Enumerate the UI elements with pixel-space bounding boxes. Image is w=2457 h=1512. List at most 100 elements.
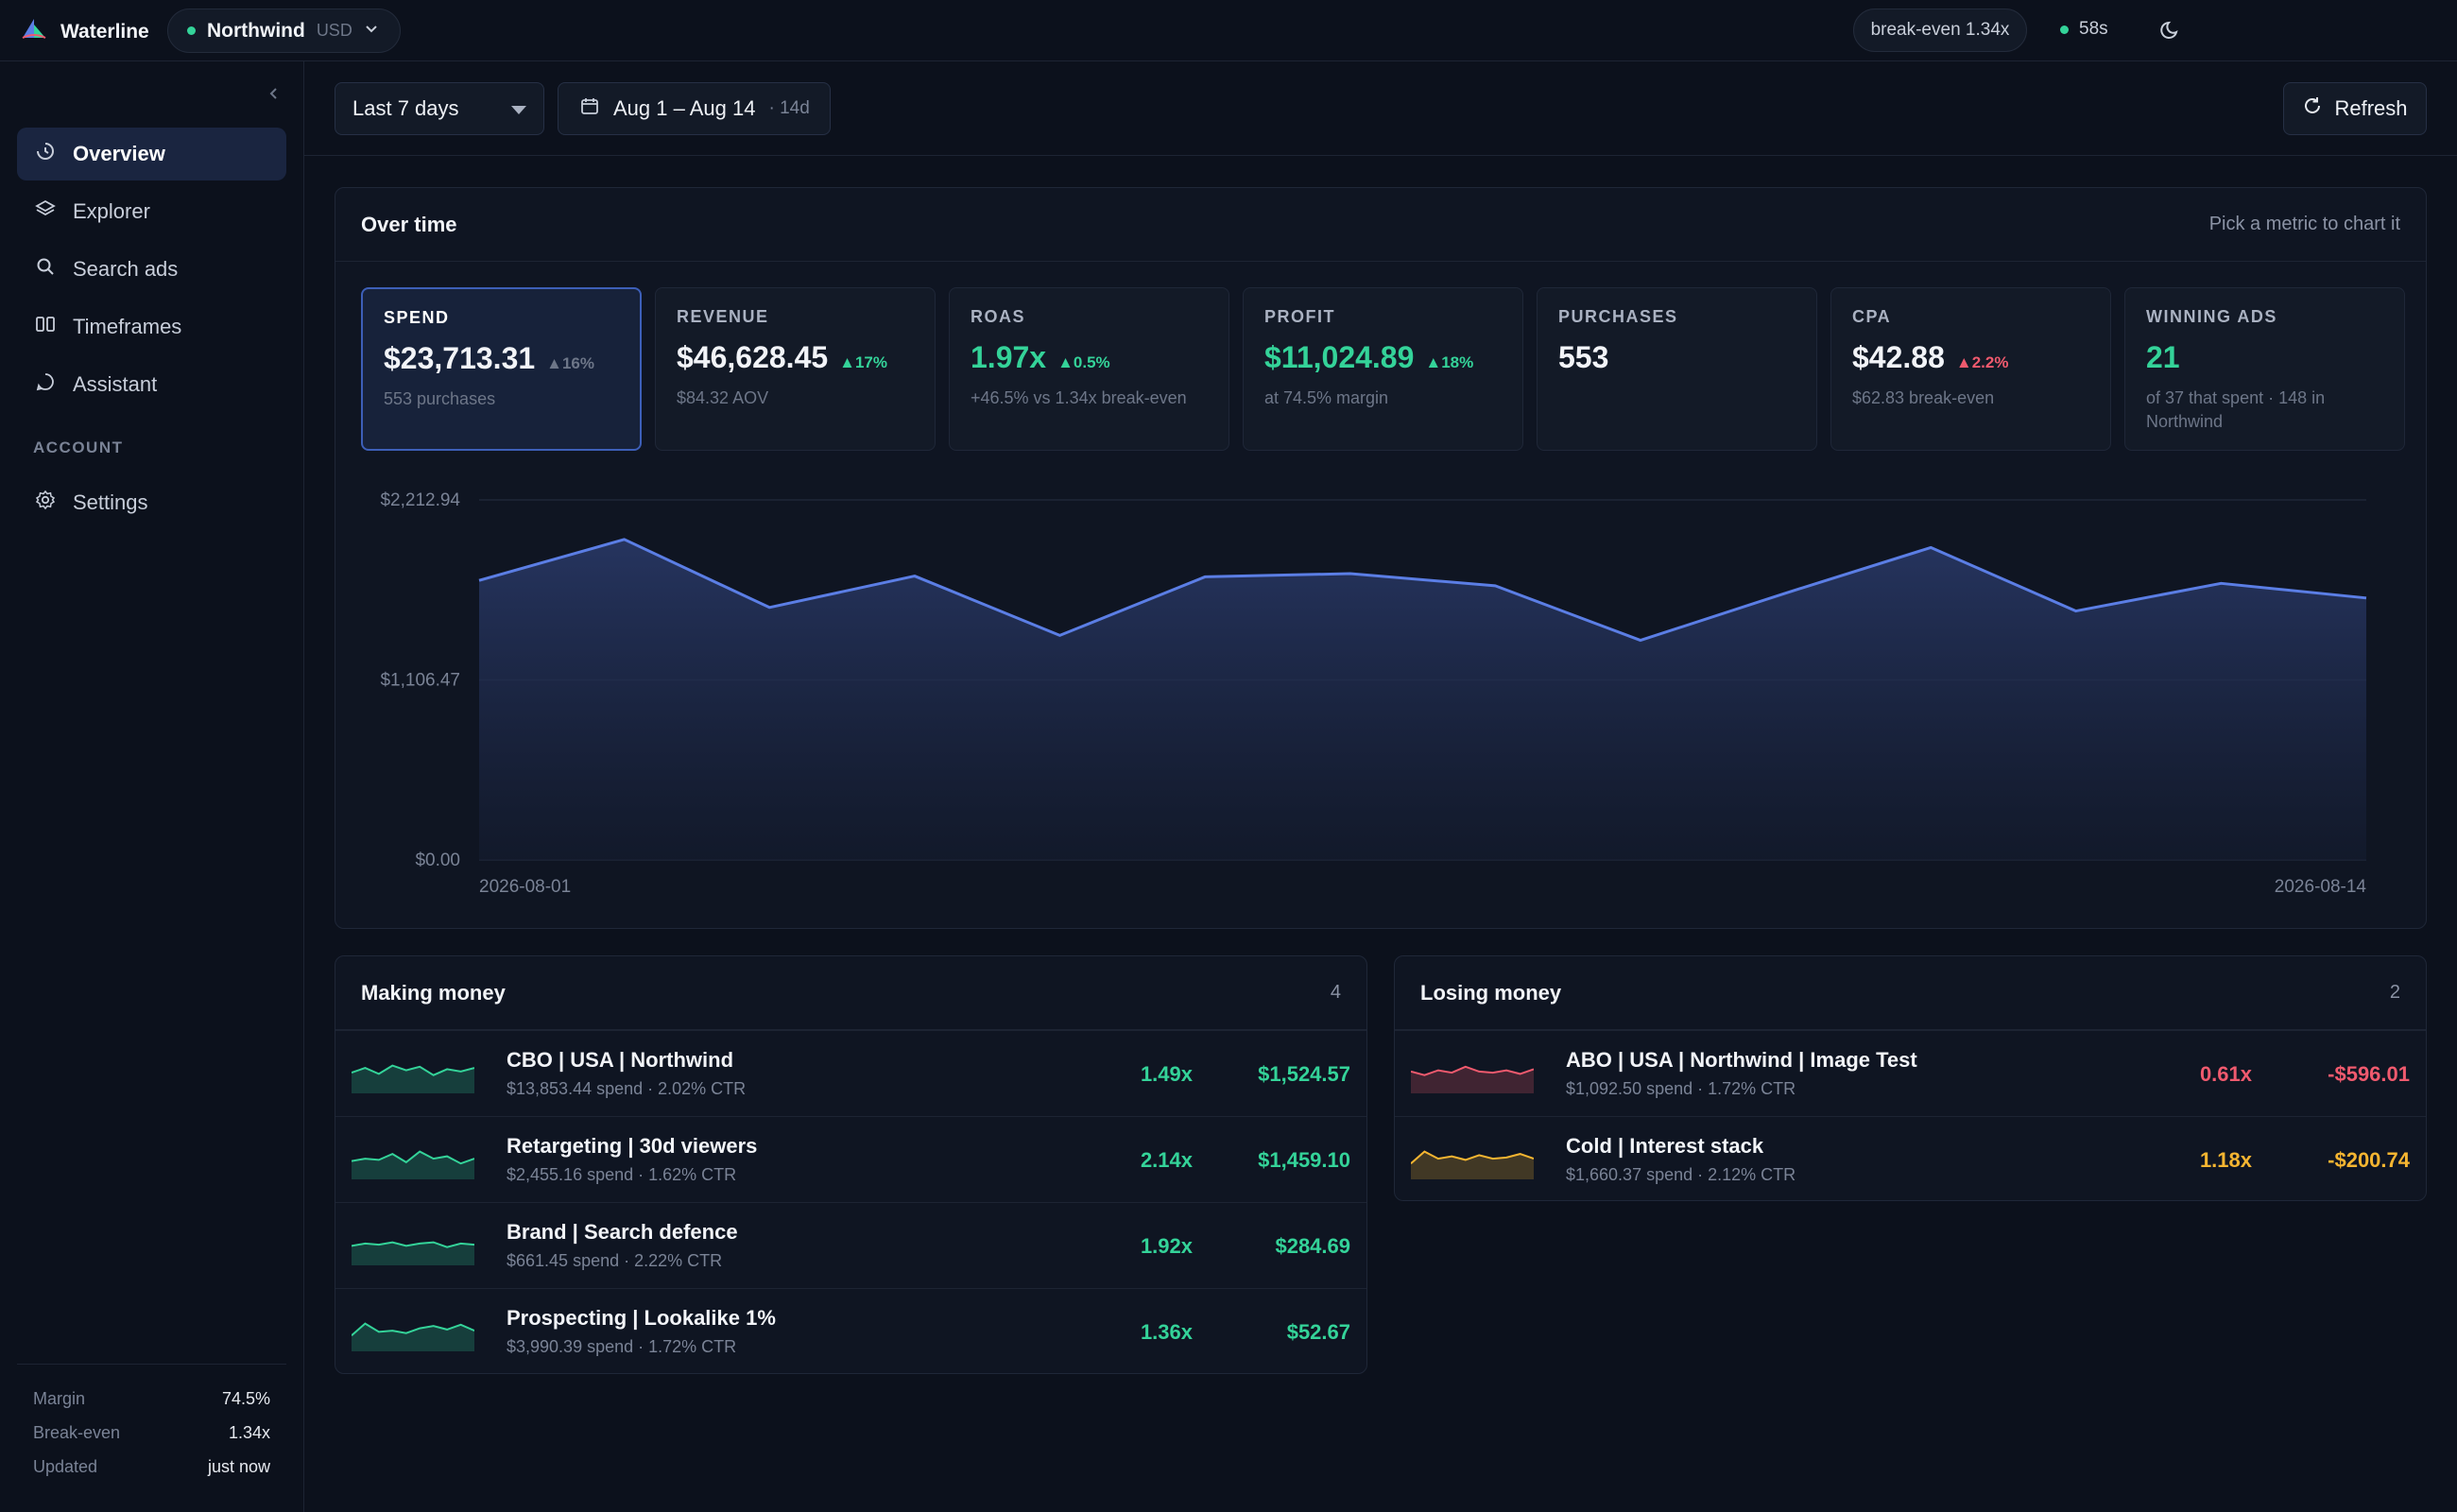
ad-subtext: $1,092.50 spend · 1.72% CTR <box>1566 1079 1796 1098</box>
metric-value-row: 1.97x ▲0.5% <box>971 340 1208 375</box>
x-tick-label: 2026-08-14 <box>2275 877 2367 897</box>
ad-roas: 2.14x <box>1140 1148 1193 1172</box>
metric-card-cpa[interactable]: CPA $42.88 ▲2.2% $62.83 break-even <box>1830 287 2111 451</box>
layers-icon <box>35 198 56 225</box>
refresh-button[interactable]: Refresh <box>2283 82 2427 135</box>
panel-hint: Pick a metric to chart it <box>2208 214 2400 234</box>
ad-row[interactable]: Prospecting | Lookalike 1% $3,990.39 spen… <box>335 1288 1366 1373</box>
sidebar-item-label: Overview <box>73 142 165 165</box>
metric-label: SPEND <box>384 308 450 327</box>
refresh-timer: 58s <box>2060 19 2108 40</box>
ad-row[interactable]: Cold | Interest stack $1,660.37 spend · 2… <box>1395 1116 2426 1201</box>
ad-profit: -$596.01 <box>2328 1062 2410 1086</box>
refresh-icon <box>2302 95 2323 122</box>
ad-profit: $284.69 <box>1275 1234 1350 1258</box>
ad-profit: $1,524.57 <box>1258 1062 1350 1086</box>
over-time-header: Over time Pick a metric to chart it <box>335 188 2426 262</box>
ad-roas: 1.92x <box>1140 1234 1193 1258</box>
search-icon <box>35 256 56 283</box>
workspace-currency: USD <box>316 21 352 40</box>
sidebar-item-assistant[interactable]: Assistant <box>17 358 286 411</box>
metric-label: PURCHASES <box>1558 307 1678 326</box>
metric-card-roas[interactable]: ROAS 1.97x ▲0.5% +46.5% vs 1.34x break-even <box>949 287 1229 451</box>
workspace-status-dot <box>187 26 196 35</box>
metric-delta: ▲16% <box>546 354 595 372</box>
metric-subtext: of 37 that spent · 148 in Northwind <box>2146 388 2326 431</box>
ad-profit: $1,459.10 <box>1258 1148 1350 1172</box>
losing-money-panel: Losing money 2 ABO | USA | Northwind | I… <box>1394 955 2427 1201</box>
making-money-header: Making money 4 <box>335 956 1366 1030</box>
metric-card-purchases[interactable]: PURCHASES 553 <box>1537 287 1817 451</box>
ad-row[interactable]: Brand | Search defence $661.45 spend · 2.… <box>335 1202 1366 1287</box>
live-dot <box>2060 25 2069 34</box>
metric-card-profit[interactable]: PROFIT $11,024.89 ▲18% at 74.5% margin <box>1243 287 1523 451</box>
metric-subtext: at 74.5% margin <box>1264 388 1389 407</box>
timer-text: 58s <box>2079 19 2108 39</box>
panel-title: Over time <box>361 212 457 236</box>
sidebar-item-label: Assistant <box>73 372 158 396</box>
ad-row[interactable]: ABO | USA | Northwind | Image Test $1,092… <box>1395 1030 2426 1115</box>
caret-down-icon <box>511 106 526 114</box>
chevron-down-icon <box>364 21 379 41</box>
ad-name: CBO | USA | Northwind <box>507 1048 734 1072</box>
range-select-value: Last 7 days <box>352 96 459 120</box>
columns-icon <box>35 314 56 340</box>
metric-value: 553 <box>1558 340 1609 374</box>
metric-value: $23,713.31 <box>384 341 536 375</box>
ad-subtext: $13,853.44 spend · 2.02% CTR <box>507 1079 747 1098</box>
metric-card-winning-ads[interactable]: WINNING ADS 21 of 37 that spent · 148 in N… <box>2124 287 2405 451</box>
sidebar-item-overview[interactable]: Overview <box>17 128 286 180</box>
sidebar-item-settings[interactable]: Settings <box>17 476 286 529</box>
panel-count: 2 <box>2389 982 2400 1003</box>
footer-key: Updated <box>33 1456 98 1476</box>
metric-value: 1.97x <box>971 340 1047 374</box>
collapse-sidebar-icon[interactable] <box>266 86 282 106</box>
ad-subtext: $2,455.16 spend · 1.62% CTR <box>507 1165 737 1184</box>
metric-label: REVENUE <box>677 307 769 326</box>
sidebar-item-search-ads[interactable]: Search ads <box>17 243 286 296</box>
ad-row[interactable]: CBO | USA | Northwind $13,853.44 spend · … <box>335 1030 1366 1115</box>
ad-subtext: $1,660.37 spend · 2.12% CTR <box>1566 1165 1796 1184</box>
ad-roas: 1.18x <box>2199 1148 2252 1172</box>
workspace-name: Northwind <box>207 19 305 42</box>
making-money-panel: Making money 4 CBO | USA | Northwind $13,… <box>335 955 1367 1374</box>
filter-bar: Last 7 days Aug 1 – Aug 14 · 14d Refresh <box>304 61 2457 156</box>
sparkline <box>351 1308 475 1356</box>
ad-subtext: $661.45 spend · 2.22% CTR <box>507 1251 723 1270</box>
metric-delta: ▲0.5% <box>1057 353 1110 371</box>
metric-delta: ▲18% <box>1425 353 1474 371</box>
range-select[interactable]: Last 7 days <box>335 82 544 135</box>
metric-value-row: $23,713.31 ▲16% <box>384 341 619 376</box>
workspace-switcher[interactable]: Northwind USD <box>167 9 401 53</box>
refresh-label: Refresh <box>2334 96 2408 120</box>
date-range-text: Aug 1 – Aug 14 <box>613 96 756 120</box>
ad-profit: -$200.74 <box>2328 1148 2410 1172</box>
metric-value-row: 553 <box>1558 340 1796 375</box>
sidebar-footer: Margin 74.5% Break-even 1.34x Updated ju… <box>17 1364 286 1484</box>
metric-card-spend[interactable]: SPEND $23,713.31 ▲16% 553 purchases <box>361 287 642 451</box>
moon-icon[interactable] <box>2158 17 2183 46</box>
sidebar-item-label: Explorer <box>73 199 150 223</box>
metric-value: $11,024.89 <box>1264 340 1415 374</box>
sidebar-item-explorer[interactable]: Explorer <box>17 185 286 238</box>
metric-card-revenue[interactable]: REVENUE $46,628.45 ▲17% $84.32 AOV <box>655 287 936 451</box>
sparkline <box>351 1222 475 1270</box>
calendar-icon <box>579 95 600 122</box>
metric-label: CPA <box>1852 307 1892 326</box>
brand[interactable]: Waterline <box>21 17 149 46</box>
ad-subtext: $3,990.39 spend · 1.72% CTR <box>507 1337 737 1356</box>
over-time-panel: Over time Pick a metric to chart it SPEN… <box>335 187 2427 929</box>
date-range-picker[interactable]: Aug 1 – Aug 14 · 14d <box>558 82 831 135</box>
ad-roas: 1.36x <box>1140 1320 1193 1344</box>
ad-name: Retargeting | 30d viewers <box>507 1134 758 1158</box>
gear-icon <box>35 490 56 516</box>
metric-value-row: $42.88 ▲2.2% <box>1852 340 2089 375</box>
footer-updated-row: Updated just now <box>17 1450 286 1484</box>
footer-key: Break-even <box>33 1422 121 1442</box>
sidebar-item-timeframes[interactable]: Timeframes <box>17 301 286 353</box>
footer-value: 1.34x <box>228 1422 270 1442</box>
sparkline <box>351 1136 475 1184</box>
ad-row[interactable]: Retargeting | 30d viewers $2,455.16 spend… <box>335 1116 1366 1201</box>
chat-icon <box>35 371 56 398</box>
account-section-label: ACCOUNT <box>33 438 124 456</box>
